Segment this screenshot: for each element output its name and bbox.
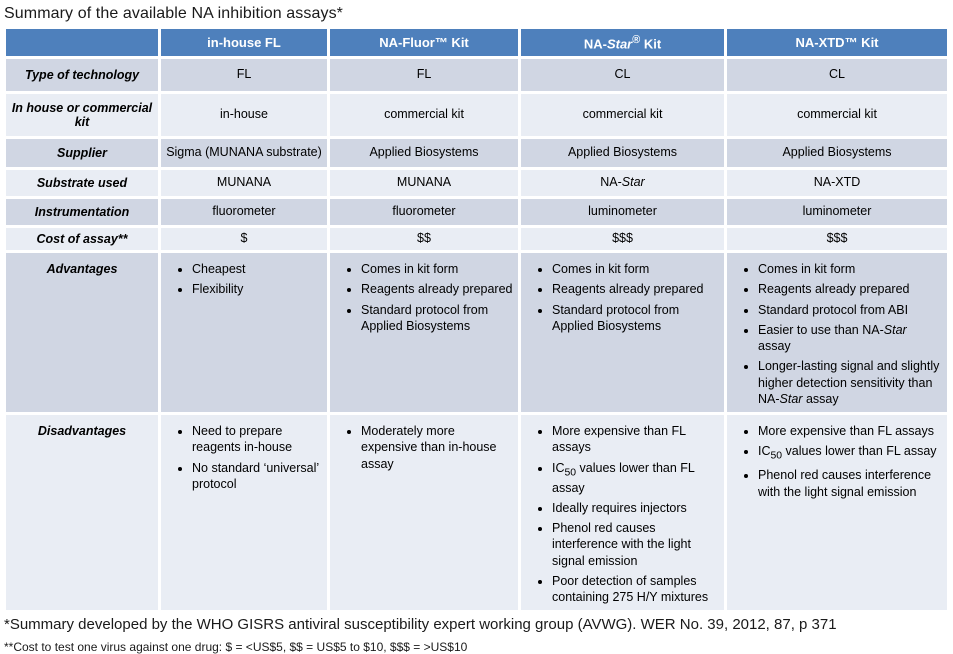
row-label: Type of technology (6, 59, 158, 91)
table-cell: Applied Biosystems (330, 139, 518, 167)
table-row: DisadvantagesNeed to prepare reagents in… (6, 415, 947, 611)
table-cell: commercial kit (521, 94, 724, 136)
table-cell: luminometer (727, 199, 947, 225)
table-cell: in-house (161, 94, 327, 136)
bullet-item: Cheapest (192, 261, 322, 277)
table-cell: CL (521, 59, 724, 91)
table-cell: Cheapest Flexibility (161, 253, 327, 412)
bullet-item: No standard ‘universal’ protocol (192, 460, 322, 493)
table-row: Instrumentation fluorometer fluorometer lum… (6, 199, 947, 225)
table-cell: Comes in kit form Reagents already prepar… (727, 253, 947, 412)
bullet-item: Comes in kit form (361, 261, 513, 277)
table-cell: $$$ (727, 228, 947, 250)
bullet-list: Moderately more expensive than in-house … (335, 423, 513, 472)
row-label: Advantages (6, 253, 158, 412)
table-cell: More expensive than FL assays IC50 values… (727, 415, 947, 611)
column-header: NA-XTD™ Kit (727, 29, 947, 56)
bullet-item: Reagents already prepared (552, 281, 719, 297)
assay-comparison-table: in-house FL NA-Fluor™ Kit NA-Star® Kit NA-X… (3, 26, 950, 613)
bullet-list: Need to prepare reagents in-house No stan… (166, 423, 322, 492)
table-cell: commercial kit (330, 94, 518, 136)
table-row: Substrate used MUNANA MUNANA NA-Star NA-XTD (6, 170, 947, 196)
bullet-list: Cheapest Flexibility (166, 261, 322, 298)
bullet-item: Reagents already prepared (361, 281, 513, 297)
table-header: in-house FL NA-Fluor™ Kit NA-Star® Kit NA-X… (6, 29, 947, 56)
table-cell: Comes in kit form Reagents already prepar… (521, 253, 724, 412)
table-cell: Applied Biosystems (521, 139, 724, 167)
bullet-item: More expensive than FL assays (758, 423, 942, 439)
bullet-item: Reagents already prepared (758, 281, 942, 297)
bullet-item: IC50 values lower than FL assay (758, 443, 942, 463)
corner-cell (6, 29, 158, 56)
bullet-list: Comes in kit form Reagents already prepar… (732, 261, 942, 407)
table-cell: MUNANA (330, 170, 518, 196)
bullet-item: More expensive than FL assays (552, 423, 719, 456)
column-header: NA-Star® Kit (521, 29, 724, 56)
table-cell: Need to prepare reagents in-house No stan… (161, 415, 327, 611)
table-cell: NA-XTD (727, 170, 947, 196)
table-row: Type of technology FL FL CL CL (6, 59, 947, 91)
bullet-list: More expensive than FL assays IC50 values… (732, 423, 942, 500)
row-label: Disadvantages (6, 415, 158, 611)
row-label: Supplier (6, 139, 158, 167)
bullet-list: More expensive than FL assays IC50 values… (526, 423, 719, 605)
table-cell: NA-Star (521, 170, 724, 196)
bullet-item: Standard protocol from ABI (758, 302, 942, 318)
table-cell: CL (727, 59, 947, 91)
footnote-summary: *Summary developed by the WHO GISRS anti… (4, 616, 837, 634)
table-cell: Moderately more expensive than in-house … (330, 415, 518, 611)
table-cell: fluorometer (161, 199, 327, 225)
header-row: in-house FL NA-Fluor™ Kit NA-Star® Kit NA-X… (6, 29, 947, 56)
table-cell: Comes in kit form Reagents already prepar… (330, 253, 518, 412)
bullet-item: Easier to use than NA-Star assay (758, 322, 942, 355)
bullet-item: Ideally requires injectors (552, 500, 719, 516)
table-cell: Sigma (MUNANA substrate) (161, 139, 327, 167)
table-cell: MUNANA (161, 170, 327, 196)
bullet-item: Standard protocol from Applied Biosystem… (552, 302, 719, 335)
column-header: in-house FL (161, 29, 327, 56)
table-cell: $ (161, 228, 327, 250)
row-label: In house or commercial kit (6, 94, 158, 136)
row-label: Instrumentation (6, 199, 158, 225)
table-row: Cost of assay** $ $$ $$$ $$$ (6, 228, 947, 250)
table-cell: More expensive than FL assays IC50 values… (521, 415, 724, 611)
row-label: Substrate used (6, 170, 158, 196)
table-cell: $$$ (521, 228, 724, 250)
bullet-item: IC50 values lower than FL assay (552, 460, 719, 496)
table-cell: Applied Biosystems (727, 139, 947, 167)
bullet-item: Poor detection of samples containing 275… (552, 573, 719, 606)
table-body: Type of technology FL FL CL CL In house or co… (6, 59, 947, 611)
table-cell: luminometer (521, 199, 724, 225)
table-cell: FL (161, 59, 327, 91)
bullet-list: Comes in kit form Reagents already prepar… (526, 261, 719, 334)
bullet-item: Phenol red causes interference with the … (758, 467, 942, 500)
page-title: Summary of the available NA inhibition a… (4, 5, 343, 22)
row-label: Cost of assay** (6, 228, 158, 250)
table-cell: $$ (330, 228, 518, 250)
bullet-item: Flexibility (192, 281, 322, 297)
footnote-cost-key: **Cost to test one virus against one dru… (4, 640, 468, 654)
bullet-list: Comes in kit form Reagents already prepar… (335, 261, 513, 334)
bullet-item: Moderately more expensive than in-house … (361, 423, 513, 472)
bullet-item: Phenol red causes interference with the … (552, 520, 719, 569)
table-cell: FL (330, 59, 518, 91)
table-cell: fluorometer (330, 199, 518, 225)
table-row: In house or commercial kit in-house commer… (6, 94, 947, 136)
column-header: NA-Fluor™ Kit (330, 29, 518, 56)
bullet-item: Comes in kit form (758, 261, 942, 277)
bullet-item: Comes in kit form (552, 261, 719, 277)
bullet-item: Longer-lasting signal and slightly highe… (758, 358, 942, 407)
bullet-item: Standard protocol from Applied Biosystem… (361, 302, 513, 335)
table-cell: commercial kit (727, 94, 947, 136)
bullet-item: Need to prepare reagents in-house (192, 423, 322, 456)
table-row: Advantages Cheapest Flexibility Comes in ki… (6, 253, 947, 412)
table-row: Supplier Sigma (MUNANA substrate) Applied … (6, 139, 947, 167)
